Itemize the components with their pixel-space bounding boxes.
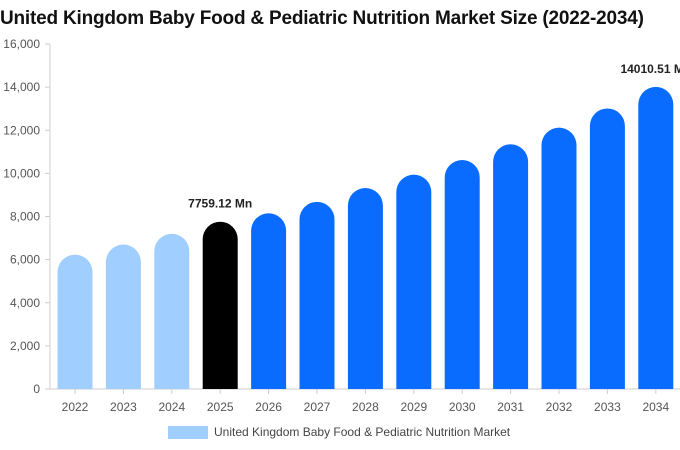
bars-group	[57, 86, 674, 390]
y-tick-label: 12,000	[3, 123, 40, 137]
y-tick-label: 4,000	[10, 296, 40, 310]
x-tick-label-2032: 2032	[546, 400, 573, 414]
x-tick-label-2024: 2024	[158, 400, 185, 414]
legend-swatch	[168, 425, 208, 439]
x-tick-label-2030: 2030	[449, 400, 476, 414]
y-tick-label: 0	[33, 382, 40, 396]
bar-2034	[638, 86, 674, 389]
bar-2023	[105, 244, 141, 389]
y-tick-label: 2,000	[10, 339, 40, 353]
x-tick-label-2023: 2023	[110, 400, 137, 414]
bar-2022	[57, 254, 93, 389]
y-tick-label: 14,000	[3, 80, 40, 94]
bar-2029	[396, 174, 432, 389]
data-label-2034: 14010.51 Mn	[620, 62, 680, 76]
bar-2032	[541, 127, 577, 389]
x-tick-label-2022: 2022	[62, 400, 89, 414]
x-tick-label-2026: 2026	[255, 400, 282, 414]
bar-2025	[202, 221, 238, 389]
y-tick-label: 10,000	[3, 166, 40, 180]
x-tick-label-2031: 2031	[497, 400, 524, 414]
bar-2031	[493, 144, 529, 389]
legend-label: United Kingdom Baby Food & Pediatric Nut…	[214, 425, 511, 439]
legend: United Kingdom Baby Food & Pediatric Nut…	[168, 425, 510, 439]
data-label-2025: 7759.12 Mn	[188, 197, 252, 211]
x-tick-label-2025: 2025	[207, 400, 234, 414]
bar-2027	[299, 201, 335, 389]
x-tick-label-2034: 2034	[642, 400, 669, 414]
data-labels-group: 7759.12 Mn 14010.51 Mn	[188, 62, 680, 211]
y-axis: 0 2,000 4,000 6,000 8,000 10,000 12,000 14,000 1…	[3, 37, 51, 396]
y-tick-label: 6,000	[10, 253, 40, 267]
bar-2028	[347, 188, 383, 389]
bar-2033	[589, 108, 625, 390]
y-tick-label: 8,000	[10, 210, 40, 224]
x-tick-label-2033: 2033	[594, 400, 621, 414]
x-axis: 2022 2023 2024 2025 2026 2027 2028 2029 2030 2031…	[50, 388, 680, 414]
bar-2030	[444, 160, 480, 389]
chart-title: United Kingdom Baby Food & Pediatric Nut…	[0, 8, 644, 29]
x-tick-label-2027: 2027	[304, 400, 331, 414]
x-tick-label-2028: 2028	[352, 400, 379, 414]
y-tick-label: 16,000	[3, 37, 40, 51]
bar-2024	[154, 233, 190, 389]
bar-2026	[251, 213, 287, 389]
x-tick-label-2029: 2029	[400, 400, 427, 414]
